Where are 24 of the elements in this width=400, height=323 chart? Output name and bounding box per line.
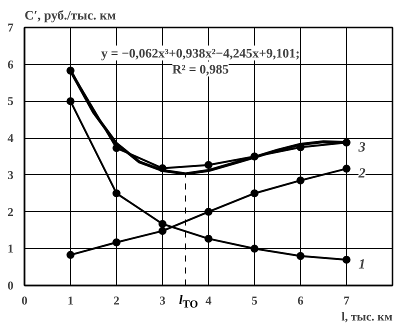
x-tick-label: 1: [68, 294, 74, 308]
x-tick-label: 2: [114, 294, 120, 308]
ref-line-label: l$_{TO}$: [179, 292, 198, 311]
y-tick-label: 0: [8, 278, 14, 292]
x-tick-label: 7: [344, 294, 350, 308]
annotation: y = −0,062x³+0,938x²−4,245x+9,101;: [101, 46, 300, 60]
series-label: 1: [358, 258, 366, 273]
y-tick-label: 4: [8, 131, 14, 146]
y-tick-label: 2: [8, 204, 14, 219]
x-axis-title: l, тыс. км: [341, 310, 393, 323]
y-tick-label: 6: [8, 57, 14, 72]
annotation: R² = 0,985: [172, 62, 230, 76]
y-axis-title: C′, руб./тыс. км: [24, 8, 116, 22]
x-tick-label: 0: [22, 294, 28, 308]
series-label: 3: [358, 140, 366, 156]
y-tick-label: 7: [8, 20, 14, 34]
x-tick-label: 4: [206, 294, 212, 308]
y-tick-label: 5: [8, 94, 14, 108]
y-tick-label: 1: [8, 242, 14, 256]
y-tick-label: 3: [8, 168, 14, 182]
series-label: 2: [358, 166, 366, 182]
x-tick-label: 6: [298, 294, 304, 308]
x-tick-label: 5: [252, 294, 258, 308]
x-tick-label: 3: [160, 294, 166, 308]
